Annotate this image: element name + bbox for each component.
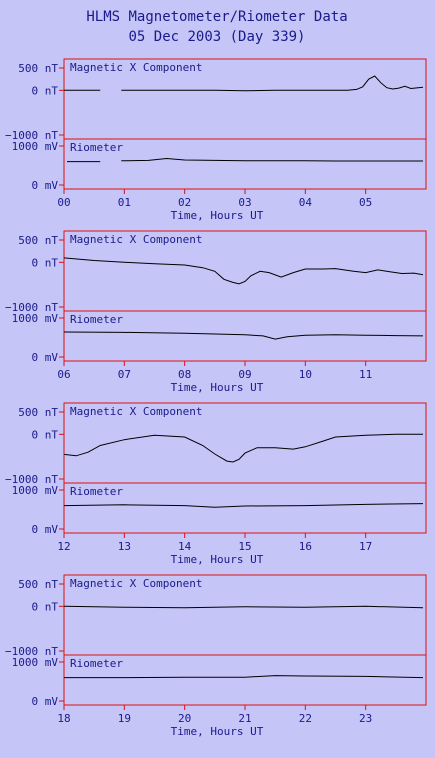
x-tick-label: 08	[178, 368, 191, 381]
y-tick-label: 1000 mV	[12, 140, 59, 153]
y-tick-label: 500 nT	[18, 578, 58, 591]
y-tick-label: 0 nT	[32, 256, 59, 269]
riometer-trace	[64, 675, 424, 679]
riometer-panel-label: Riometer	[70, 657, 123, 670]
y-tick-label: 0 mV	[32, 179, 59, 192]
y-tick-label: 0 mV	[32, 351, 59, 364]
x-tick-label: 14	[178, 540, 192, 553]
riometer-panel-label: Riometer	[70, 313, 123, 326]
x-tick-label: 06	[57, 368, 70, 381]
x-tick-label: 20	[178, 712, 191, 725]
magnetometer-trace	[121, 75, 424, 92]
x-tick-label: 01	[118, 196, 131, 209]
y-tick-label: 0 nT	[32, 600, 59, 613]
y-tick-label: −1000 nT	[5, 645, 58, 658]
x-tick-label: 05	[359, 196, 372, 209]
magnetometer-trace	[63, 605, 424, 609]
y-tick-label: 1000 mV	[12, 312, 59, 325]
x-tick-label: 00	[57, 196, 70, 209]
riometer-panel-label: Riometer	[70, 485, 123, 498]
y-tick-label: 0 nT	[32, 428, 59, 441]
x-tick-label: 11	[359, 368, 372, 381]
x-tick-label: 02	[178, 196, 191, 209]
chart-group-1: Magnetic X Component 500 nT 0 nT −1000 nT Ri…	[5, 58, 427, 222]
x-tick-label: 18	[57, 712, 70, 725]
y-tick-label: −1000 nT	[5, 301, 58, 314]
x-axis-label: Time, Hours UT	[171, 209, 264, 222]
x-axis-label: Time, Hours UT	[171, 381, 264, 394]
x-tick-label: 21	[238, 712, 251, 725]
x-tick-label: 19	[118, 712, 131, 725]
x-tick-label: 15	[238, 540, 251, 553]
riometer-trace	[63, 331, 424, 340]
y-tick-label: −1000 nT	[5, 473, 58, 486]
y-tick-label: 1000 mV	[12, 484, 59, 497]
magnetometer-trace	[63, 257, 424, 285]
y-tick-label: 0 nT	[32, 84, 59, 97]
x-tick-label: 04	[299, 196, 313, 209]
y-tick-label: 500 nT	[18, 234, 58, 247]
magnetometer-panel-label: Magnetic X Component	[70, 577, 202, 590]
chart-group-3: Magnetic X Component 500 nT 0 nT −1000 nT Ri…	[5, 402, 427, 566]
chart-title: HLMS Magnetometer/Riometer Data	[86, 9, 347, 25]
x-axis-label: Time, Hours UT	[171, 725, 264, 738]
chart-group-4: Magnetic X Component 500 nT 0 nT −1000 nT Ri…	[5, 574, 427, 738]
magnetometer-panel-label: Magnetic X Component	[70, 405, 202, 418]
x-tick-label: 09	[238, 368, 251, 381]
x-tick-label: 17	[359, 540, 372, 553]
y-tick-label: 500 nT	[18, 62, 58, 75]
x-axis-label: Time, Hours UT	[171, 553, 264, 566]
x-tick-label: 07	[118, 368, 131, 381]
x-tick-label: 12	[57, 540, 70, 553]
riometer-trace	[121, 157, 423, 162]
chart-group-2: Magnetic X Component 500 nT 0 nT −1000 nT Ri…	[5, 230, 427, 394]
riometer-trace	[63, 503, 424, 508]
magnetometer-trace	[63, 433, 423, 463]
x-tick-label: 03	[238, 196, 251, 209]
y-tick-label: 500 nT	[18, 406, 58, 419]
magnetometer-panel-label: Magnetic X Component	[70, 233, 202, 246]
riometer-panel-label: Riometer	[70, 141, 123, 154]
y-tick-label: 1000 mV	[12, 656, 59, 669]
y-tick-label: 0 mV	[32, 523, 59, 536]
x-tick-label: 10	[299, 368, 312, 381]
y-tick-label: −1000 nT	[5, 129, 58, 142]
magnetometer-panel-label: Magnetic X Component	[70, 61, 202, 74]
x-tick-label: 16	[299, 540, 312, 553]
x-tick-label: 22	[299, 712, 312, 725]
x-tick-label: 13	[118, 540, 131, 553]
y-tick-label: 0 mV	[32, 695, 59, 708]
x-tick-label: 23	[359, 712, 372, 725]
chart-subtitle: 05 Dec 2003 (Day 339)	[128, 29, 305, 45]
